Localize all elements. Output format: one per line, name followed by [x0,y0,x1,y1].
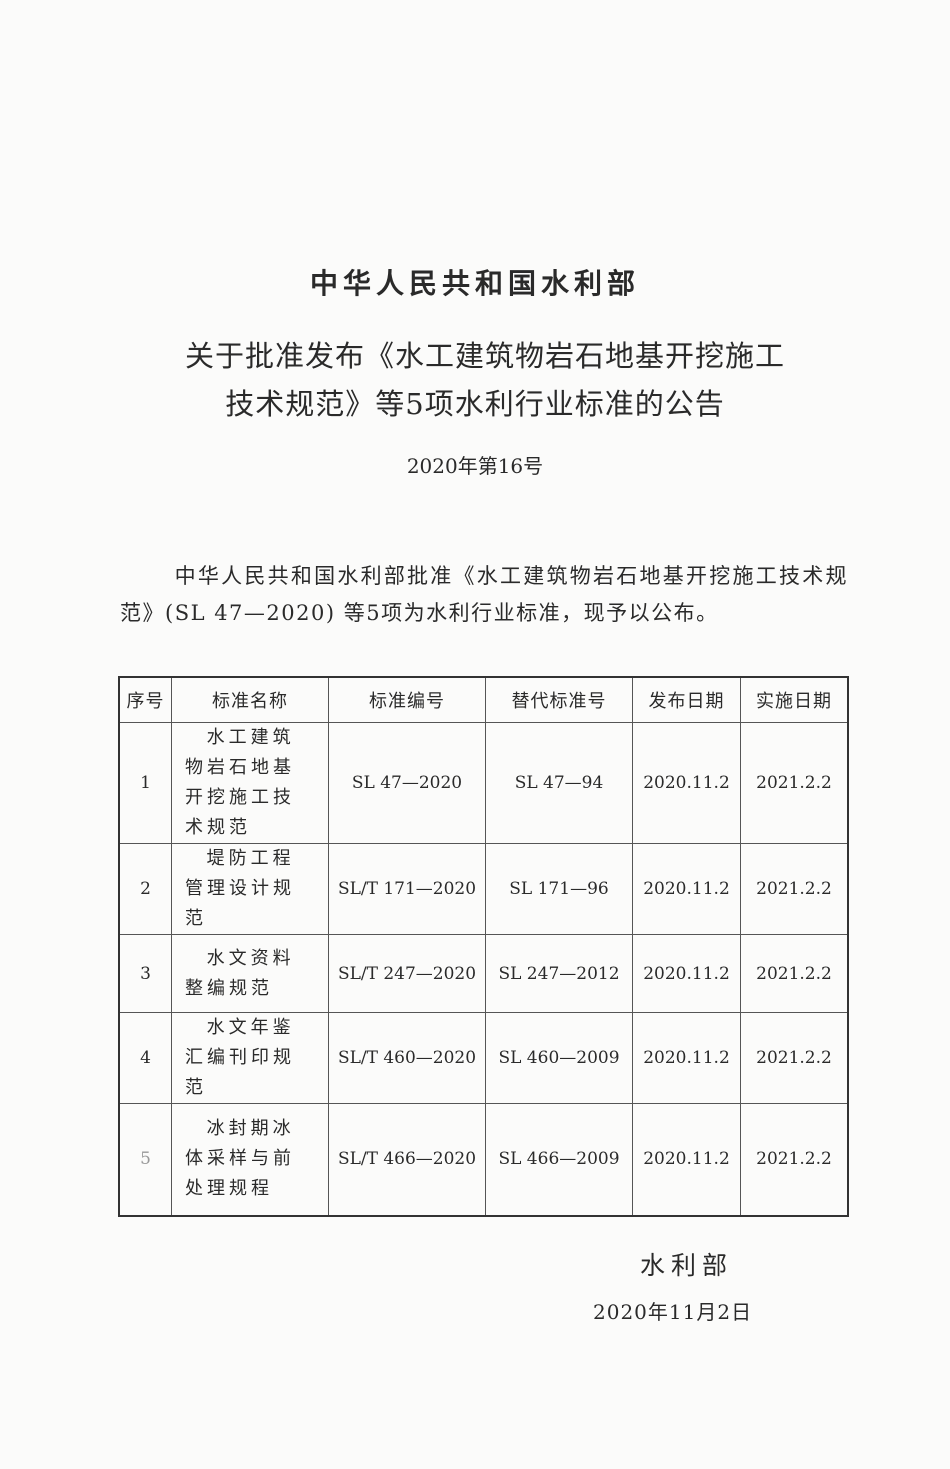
table-cell: 2020.11.2 [632,1012,741,1104]
table-cell: SL 466—2009 [485,1103,633,1216]
column-header: 实施日期 [740,676,849,723]
table-row: 3 水文资料整编规范 SL/T 247—2020 SL 247—2012 2020.11… [118,934,849,1013]
announcement-number: 2020年第16号 [406,454,544,478]
table-cell: SL 247—2012 [485,934,633,1013]
table-cell: 2020.11.2 [632,843,741,935]
column-header: 标准编号 [328,676,486,723]
table-cell: 水文年鉴汇编刊印规范 [171,1012,329,1104]
table-cell: SL 460—2009 [485,1012,633,1104]
issue-date: 2020年11月2日 [593,1300,753,1324]
title-line-2: 技术规范》等5项水利行业标准的公告 [225,387,725,421]
table-row: 1 水工建筑物岩石地基开挖施工技术规范 SL 47—2020 SL 47—94 2020… [118,722,849,844]
standard-name: 堤防工程管理设计规范 [185,848,295,929]
table-cell: 4 [118,1012,172,1104]
table-cell: SL/T 460—2020 [328,1012,486,1104]
table-header-row: 序号 标准名称 标准编号 替代标准号 发布日期 实施日期 [118,676,849,723]
table-cell: SL/T 171—2020 [328,843,486,935]
table-row: 4 水文年鉴汇编刊印规范 SL/T 460—2020 SL 460—2009 2020.… [118,1012,849,1104]
table-cell: 1 [118,722,172,844]
standard-name: 水工建筑物岩石地基开挖施工技术规范 [185,727,295,838]
table-cell: 2021.2.2 [740,934,849,1013]
table-cell: 水文资料整编规范 [171,934,329,1013]
standard-name: 水文资料整编规范 [185,947,295,999]
table-cell: 2020.11.2 [632,722,741,844]
table-cell: 2020.11.2 [632,1103,741,1216]
column-header: 序号 [118,676,172,723]
table-cell: 2021.2.2 [740,722,849,844]
table-cell: SL 47—2020 [328,722,486,844]
column-header: 替代标准号 [485,676,633,723]
table-cell: SL/T 466—2020 [328,1103,486,1216]
table-cell: SL 47—94 [485,722,633,844]
table-cell: 2020.11.2 [632,934,741,1013]
organization-heading: 中华人民共和国水利部 [309,267,640,300]
table-row: 5 冰封期冰体采样与前处理规程 SL/T 466—2020 SL 466—2009 20… [118,1103,849,1216]
table-cell: SL/T 247—2020 [328,934,486,1013]
issuer-signature: 水利部 [640,1251,734,1280]
table-row: 2 堤防工程管理设计规范 SL/T 171—2020 SL 171—96 2020.11… [118,843,849,935]
table-cell: 2 [118,843,172,935]
column-header: 标准名称 [171,676,329,723]
table-cell: 2021.2.2 [740,843,849,935]
table-cell: 2021.2.2 [740,1103,849,1216]
body-paragraph: 中华人民共和国水利部批准《水工建筑物岩石地基开挖施工技术规范》(SL 47—20… [120,564,848,625]
table-cell: 5 [118,1103,172,1216]
table-cell: 2021.2.2 [740,1012,849,1104]
table-cell: 堤防工程管理设计规范 [171,843,329,935]
standard-name: 冰封期冰体采样与前处理规程 [185,1118,295,1200]
standard-name: 水文年鉴汇编刊印规范 [185,1017,295,1098]
table-cell: SL 171—96 [485,843,633,935]
standards-table: 序号 标准名称 标准编号 替代标准号 发布日期 实施日期 1 水工建筑物岩石地基开挖施工技术… [118,676,849,1217]
table-cell: 冰封期冰体采样与前处理规程 [171,1103,329,1216]
table-cell: 3 [118,934,172,1013]
title-line-1: 关于批准发布《水工建筑物岩石地基开挖施工 [184,339,785,373]
table-cell: 水工建筑物岩石地基开挖施工技术规范 [171,722,329,844]
column-header: 发布日期 [632,676,741,723]
